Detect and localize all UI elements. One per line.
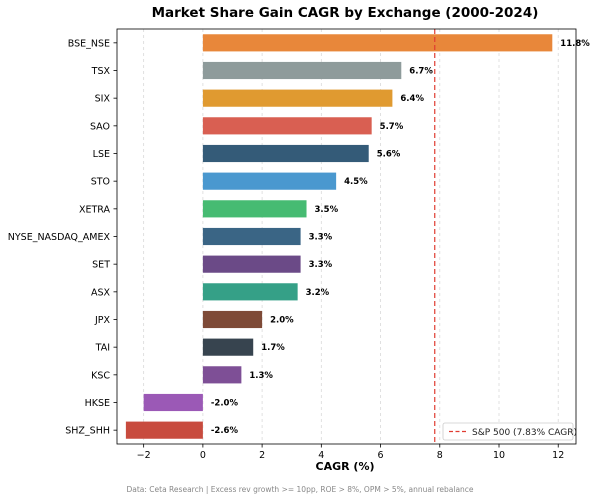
x-tick-label: 8: [437, 450, 443, 461]
data-label: 3.3%: [309, 233, 333, 243]
category-label: LSE: [93, 149, 110, 160]
bar: [143, 393, 203, 412]
category-label: KSC: [91, 370, 110, 381]
category-label: SET: [92, 260, 110, 271]
plot-area: −2 0 2 4 6 8 10 12 BSE_NSE 11.8% TSX 6.7% SIX 6.4% SAO…: [8, 28, 590, 461]
data-label: 3.2%: [306, 288, 330, 298]
x-tick-label: 6: [378, 450, 384, 461]
x-tick-label: 2: [259, 450, 265, 461]
category-label: ASX: [91, 287, 111, 298]
bar: [202, 338, 254, 356]
bar: [202, 255, 301, 273]
data-label: -2.0%: [211, 399, 239, 409]
bar: [202, 172, 337, 190]
bar: [202, 200, 307, 218]
x-tick-label: 4: [318, 450, 324, 461]
bar: [125, 421, 203, 439]
legend: S&P 500 (7.83% CAGR): [442, 422, 577, 441]
chart-title: Market Share Gain CAGR by Exchange (2000…: [152, 5, 539, 21]
legend-box: [442, 422, 574, 441]
data-label: 2.0%: [270, 316, 294, 326]
x-tick-label: 10: [493, 450, 505, 461]
category-label: JPX: [94, 315, 111, 326]
bar: [202, 61, 402, 80]
bar: [202, 283, 298, 301]
plot-frame: [116, 28, 577, 445]
data-label: -2.6%: [211, 426, 239, 436]
footer-note: Data: Ceta Research | Excess rev growth …: [126, 485, 473, 494]
legend-label: S&P 500 (7.83% CAGR): [472, 428, 577, 438]
x-tick-label: 0: [200, 450, 206, 461]
data-label: 4.5%: [344, 177, 368, 187]
category-label: STO: [91, 177, 110, 188]
category-label: SIX: [95, 94, 111, 105]
bar: [202, 227, 301, 246]
data-label: 1.7%: [261, 343, 285, 353]
bar: [202, 89, 393, 107]
bar: [202, 144, 369, 163]
category-label: SAO: [90, 121, 110, 132]
bar: [202, 310, 263, 329]
category-label: XETRA: [79, 204, 111, 215]
data-label: 6.7%: [409, 67, 433, 77]
data-label: 5.7%: [380, 122, 404, 132]
category-label: NYSE_NASDAQ_AMEX: [8, 232, 111, 243]
category-label: TAI: [95, 343, 110, 354]
x-tick-label: −2: [137, 450, 151, 461]
data-label: 5.6%: [377, 150, 401, 160]
category-label: BSE_NSE: [68, 38, 110, 49]
x-axis-label: CAGR (%): [316, 460, 375, 473]
data-label: 1.3%: [249, 371, 273, 381]
bar: [202, 34, 553, 52]
bar: [202, 117, 372, 135]
data-label: 3.5%: [315, 205, 339, 215]
category-label: SHZ_SHH: [65, 426, 110, 437]
data-label: 11.8%: [560, 39, 590, 49]
data-label: 3.3%: [309, 260, 333, 270]
category-label: HKSE: [85, 398, 110, 409]
category-label: TSX: [91, 66, 111, 77]
bar: [202, 366, 242, 384]
data-label: 6.4%: [400, 94, 424, 104]
x-tick-label: 12: [552, 450, 564, 461]
